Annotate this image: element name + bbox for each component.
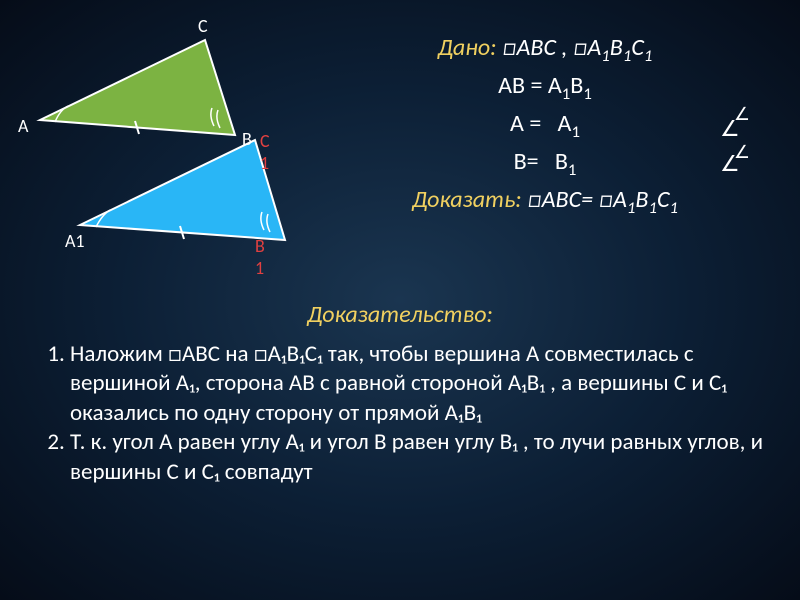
proof-title: Доказательство: <box>0 300 800 329</box>
proof-item-1: Наложим □ABC на □A₁B₁C₁ так, чтобы верши… <box>70 340 770 428</box>
prove-rest: □ABC= □A1B1C1 <box>527 185 678 214</box>
given-block: Дано: □ABC , □A1B1C1 AB = A1B1 A = A1 ∠ … <box>300 30 790 220</box>
label-c: C <box>198 15 208 37</box>
given-rest1: □ABC , □A1B1C1 <box>502 33 652 62</box>
given-line4: B= B1 ∠ <box>300 144 790 182</box>
given-line1: Дано: □ABC , □A1B1C1 <box>300 30 790 68</box>
triangle-a1b1c1 <box>80 140 285 240</box>
label-c1: C1 <box>260 130 270 174</box>
angle-icon: ∠ <box>720 115 740 142</box>
prove-title: Доказать: <box>412 185 522 214</box>
proof-text: Наложим □ABC на □A₁B₁C₁ так, чтобы верши… <box>40 340 770 487</box>
prove-line: Доказать: □ABC= □A1B1C1 <box>300 182 790 220</box>
angle-icon: ∠ <box>720 150 740 177</box>
label-b1: B1 <box>255 235 265 279</box>
triangles-diagram: A B C A1 B1 C1 <box>10 10 310 290</box>
given-title: Дано: <box>438 33 497 62</box>
proof-item-2: Т. к. угол А равен углу А₁ и угол В раве… <box>70 428 770 487</box>
label-a: A <box>18 115 28 137</box>
given-line2: AB = A1B1 <box>300 68 790 106</box>
given-line3: A = A1 ∠ <box>300 106 790 144</box>
label-a1: A1 <box>65 230 85 252</box>
triangle-abc <box>40 40 235 135</box>
label-b: B <box>242 128 252 150</box>
